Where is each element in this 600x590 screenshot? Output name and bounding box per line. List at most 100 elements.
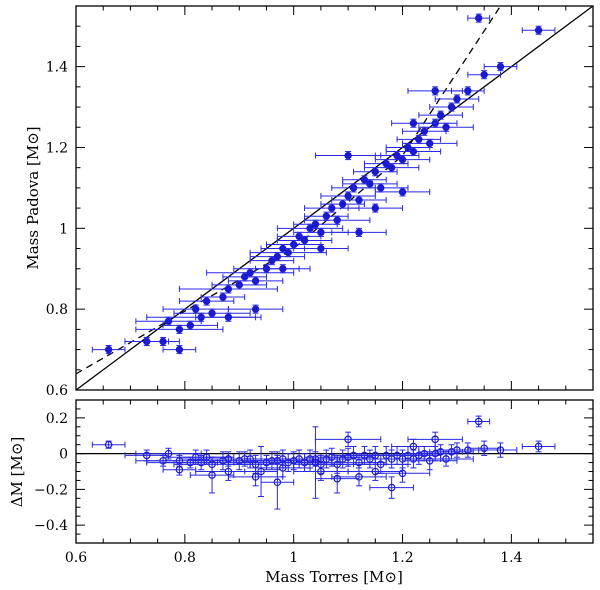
marker-filled [442,123,450,131]
data-point [314,151,382,161]
data-point [146,336,180,347]
data-point [200,292,246,302]
marker-filled [224,313,233,321]
data-point [483,62,518,72]
marker-filled [355,228,363,237]
bottom-axis-ticks: −0.4 −0.2 0 0.2 0.6 0.8 1 1.2 1.4 [34,399,594,566]
marker-filled [317,228,325,237]
data-point [255,458,311,478]
marker-filled [333,216,341,224]
marker-filled [426,139,434,148]
marker-open [333,474,342,483]
marker-filled [164,317,173,325]
marker-filled [202,297,211,305]
data-point [195,312,262,322]
marker-filled [431,87,439,95]
marker-filled [371,168,380,176]
marker-filled [480,71,488,79]
marker-filled [175,325,184,334]
top-panel: 0.6 0.8 1 1.2 1.4 Mass Padova [M⊙] [24,5,594,399]
data-point [396,134,442,144]
data-point [418,122,474,132]
data-point [434,94,480,104]
bottom-y-axis-label: ΔM [M⊙] [8,437,26,508]
data-point [320,191,376,201]
data-point [206,268,295,278]
x-tick-label: 1 [289,550,298,566]
marker-open [534,442,543,451]
marker-filled [453,95,461,103]
marker-filled [219,293,227,301]
x-tick-label: 0.6 [65,550,87,566]
marker-filled [409,119,418,127]
marker-open [431,435,439,444]
bottom-data-points [91,415,556,510]
data-point [483,442,518,458]
marker-open [251,473,260,481]
marker-filled [159,337,167,346]
marker-filled [208,309,216,317]
data-point [467,13,491,23]
y-tick-label: 0.2 [46,411,68,427]
data-point [249,252,306,262]
data-point [429,102,474,112]
data-point [342,175,387,185]
data-point [314,463,360,494]
data-point [255,264,311,274]
y-tick-label: −0.2 [34,482,68,498]
marker-open [278,464,287,472]
bottom-panel: −0.4 −0.2 0 0.2 0.6 0.8 1 1.2 1.4 ΔM [M⊙] Mass T… [8,399,594,586]
data-point [369,476,414,499]
marker-open [104,440,113,449]
marker-filled [409,147,418,156]
marker-filled [328,204,336,212]
marker-open [257,467,265,476]
data-point [91,345,126,355]
x-tick-label: 0.8 [174,550,196,566]
marker-filled [534,26,543,34]
data-point [162,345,197,355]
data-point [173,308,251,318]
data-point [347,203,404,213]
marker-filled [420,127,428,136]
data-point [521,440,556,453]
marker-open [496,446,505,454]
marker-filled [175,345,184,354]
data-point [347,462,404,481]
data-point [162,304,229,314]
data-point [178,284,278,294]
data-point [391,118,436,128]
y-tick-label: −0.4 [34,518,68,534]
data-point [353,183,409,193]
data-point [91,440,126,449]
marker-filled [447,103,456,111]
data-point [260,454,295,510]
data-point [178,296,235,306]
data-point [293,243,349,254]
data-point [293,219,338,229]
x-tick-label: 1.4 [500,550,522,566]
data-point [407,431,463,447]
marker-filled [251,277,260,285]
data-point [363,163,420,173]
data-point [407,86,463,96]
data-point [467,70,501,80]
data-point [402,126,447,136]
data-point [189,456,235,494]
data-point [314,431,382,447]
marker-filled [235,281,243,289]
marker-filled [224,285,233,293]
data-point [162,320,218,330]
marker-filled [398,188,407,196]
marker-open [208,471,216,479]
marker-open [273,478,282,487]
marker-open [474,417,483,426]
marker-filled [317,244,325,253]
marker-open [344,435,352,444]
data-point [521,25,556,35]
x-axis-label: Mass Torres [M⊙] [265,568,403,586]
top-data-points [91,13,556,355]
data-point [374,155,431,165]
x-tick-label: 1.2 [391,550,413,566]
